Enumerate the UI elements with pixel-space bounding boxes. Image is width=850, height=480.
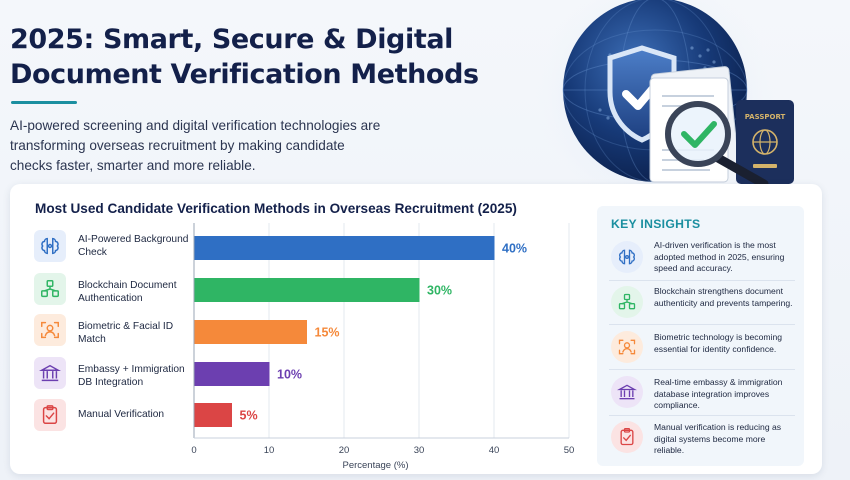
method-label: Blockchain Document Authentication <box>78 280 177 304</box>
insight-divider <box>609 369 795 370</box>
insight-divider <box>609 415 795 416</box>
data-label: 30% <box>427 284 452 298</box>
method-label: Manual Verification <box>78 409 165 420</box>
x-tick-label: 30 <box>414 445 425 456</box>
bar <box>194 320 307 344</box>
building-icon <box>611 376 643 408</box>
method-label: AI-Powered Background Check <box>78 234 189 258</box>
insights-title: KEY INSIGHTS <box>611 217 701 231</box>
bar <box>194 278 420 302</box>
insight-text: Biometric technology is becoming essenti… <box>654 332 783 354</box>
method-label: Embassy + Immigration DB Integration <box>78 364 185 388</box>
data-label: 15% <box>315 326 340 340</box>
hero-illustration: PASSPORT <box>535 0 794 200</box>
x-tick-label: 0 <box>191 445 196 456</box>
building-icon <box>34 357 66 389</box>
x-axis-label: Percentage (%) <box>342 460 408 471</box>
data-label: 5% <box>240 409 258 423</box>
face-id-icon <box>34 314 66 346</box>
brain-icon <box>34 230 66 262</box>
brain-icon <box>611 241 643 273</box>
method-label: Biometric & Facial ID Match <box>78 321 174 345</box>
clipboard-icon <box>34 399 66 431</box>
data-label: 40% <box>502 242 527 256</box>
insight-divider <box>609 324 795 325</box>
insight-text: Real-time embassy & immigration database… <box>654 377 783 411</box>
magnifier-check-icon <box>665 101 769 189</box>
insight-divider <box>609 280 795 281</box>
x-tick-label: 10 <box>264 445 275 456</box>
chart-title: Most Used Candidate Verification Methods… <box>35 201 517 216</box>
insight-text: Manual verification is reducing as digit… <box>654 422 782 456</box>
passport-icon: PASSPORT <box>736 100 794 184</box>
x-tick-label: 50 <box>564 445 575 456</box>
insight-text: Blockchain strengthens document authenti… <box>654 286 793 308</box>
bar <box>194 236 495 260</box>
bar-chart: 0 10 20 30 40 50 Percentage (%) 40% 30% 15% 10% 5% <box>191 223 575 471</box>
title-divider <box>11 101 77 104</box>
page-subtitle: AI-powered screening and digital verific… <box>10 118 381 173</box>
face-id-icon <box>611 331 643 363</box>
data-label: 10% <box>277 368 302 382</box>
page-title: 2025: Smart, Secure & Digital Document V… <box>10 24 479 90</box>
x-tick-label: 40 <box>489 445 500 456</box>
clipboard-icon <box>611 421 643 453</box>
blockchain-icon <box>611 286 643 318</box>
x-tick-label: 20 <box>339 445 350 456</box>
insight-text: AI-driven verification is the most adopt… <box>654 240 785 274</box>
bar <box>194 362 270 386</box>
blockchain-icon <box>34 273 66 305</box>
passport-label: PASSPORT <box>745 113 786 121</box>
bar <box>194 403 232 427</box>
